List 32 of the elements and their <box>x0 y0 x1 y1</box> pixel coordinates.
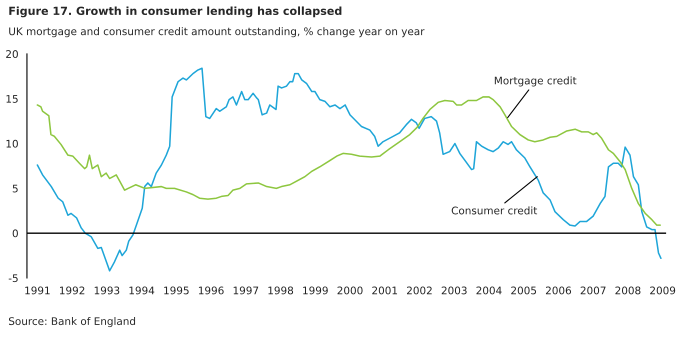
x-tick-label: 2000 <box>338 286 363 294</box>
x-tick-label: 1997 <box>234 286 258 294</box>
x-tick-label: 1996 <box>198 286 224 294</box>
y-tick-label: 0 <box>12 229 18 238</box>
x-tick-label: 1993 <box>94 286 120 294</box>
line-series <box>36 96 661 226</box>
y-tick-label: 5 <box>12 184 18 192</box>
x-tick-label: 2006 <box>546 286 572 294</box>
annotation: Mortgage credit <box>494 76 576 86</box>
chart-title: Figure 17. Growth in consumer lending has collapsed <box>9 6 342 18</box>
x-tick-label: 2001 <box>372 286 398 294</box>
y-tick-label: 20 <box>6 50 18 58</box>
x-tick-label: 1995 <box>164 286 189 294</box>
chart-subtitle: UK mortgage and consumer credit amount outstanding, % change year on year <box>9 27 424 38</box>
y-tick-label: 15 <box>6 95 18 103</box>
x-tick-label: 1991 <box>25 286 50 294</box>
x-tick-label: 2007 <box>580 286 606 294</box>
annotation: Consumer credit <box>452 206 538 214</box>
x-tick-label: 2008 <box>615 286 640 294</box>
x-tick-label: 2004 <box>476 286 502 294</box>
x-tick-label: 2005 <box>511 286 536 294</box>
line-series <box>36 67 662 272</box>
x-tick-label: 1994 <box>129 286 154 294</box>
y-tick-label: 10 <box>6 140 18 148</box>
x-tick-label: 2009 <box>650 286 676 294</box>
x-tick-label: 2003 <box>442 286 467 294</box>
source-note: Source: Bank of England <box>8 317 136 328</box>
y-tick-label: -5 <box>8 274 18 282</box>
x-tick-label: 1999 <box>303 286 328 294</box>
x-tick-label: 1992 <box>60 286 84 294</box>
x-tick-label: 1998 <box>268 286 294 294</box>
x-tick-label: 2002 <box>406 286 432 294</box>
